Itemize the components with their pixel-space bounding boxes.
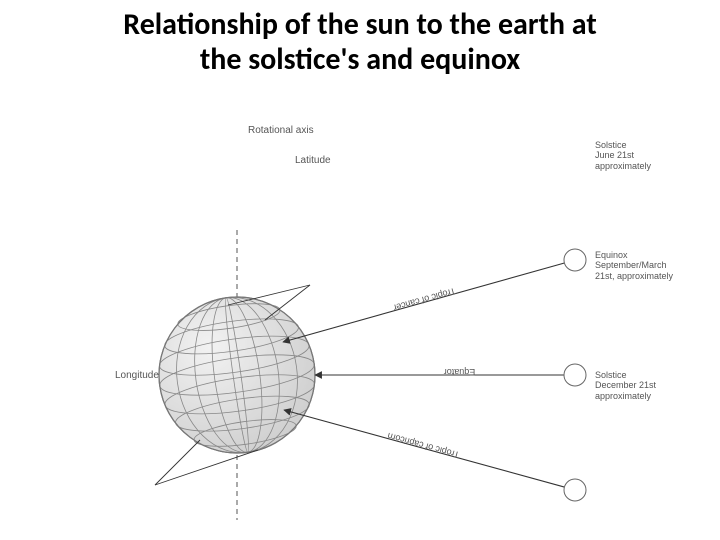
- longitude-label: Longitude: [115, 370, 159, 381]
- title-line-1: Relationship of the sun to the earth at: [0, 8, 720, 43]
- sun-label-0-l2: June 21st: [595, 150, 651, 160]
- diagram-area: Tropic of cancer Equator Tropic of caprico…: [0, 110, 720, 530]
- sun-label-1-l1: Equinox: [595, 250, 673, 260]
- sun-label-2-l2: December 21st: [595, 380, 656, 390]
- sun-label-2-l3: approximately: [595, 391, 656, 401]
- sun-label-1-l3: 21st, approximately: [595, 271, 673, 281]
- title-line-2: the solstice's and equinox: [0, 43, 720, 78]
- sun-label-1-l2: September/March: [595, 260, 673, 270]
- svg-text:Equator: Equator: [444, 367, 476, 377]
- diagram-svg: Tropic of cancer Equator Tropic of caprico…: [0, 110, 720, 530]
- sun-label-0-l3: approximately: [595, 161, 651, 171]
- sun-label-0-l1: Solstice: [595, 140, 651, 150]
- rotational-axis-label: Rotational axis: [248, 125, 314, 136]
- sun-label-0: Solstice June 21st approximately: [595, 140, 651, 171]
- page-title: Relationship of the sun to the earth at …: [0, 8, 720, 77]
- latitude-label: Latitude: [295, 155, 331, 166]
- sun-label-2-l1: Solstice: [595, 370, 656, 380]
- sun-label-2: Solstice December 21st approximately: [595, 370, 656, 401]
- svg-text:Tropic of cancer: Tropic of cancer: [392, 286, 457, 313]
- sun-label-1: Equinox September/March 21st, approximat…: [595, 250, 673, 281]
- svg-text:Tropic of capricorn: Tropic of capricorn: [386, 431, 460, 460]
